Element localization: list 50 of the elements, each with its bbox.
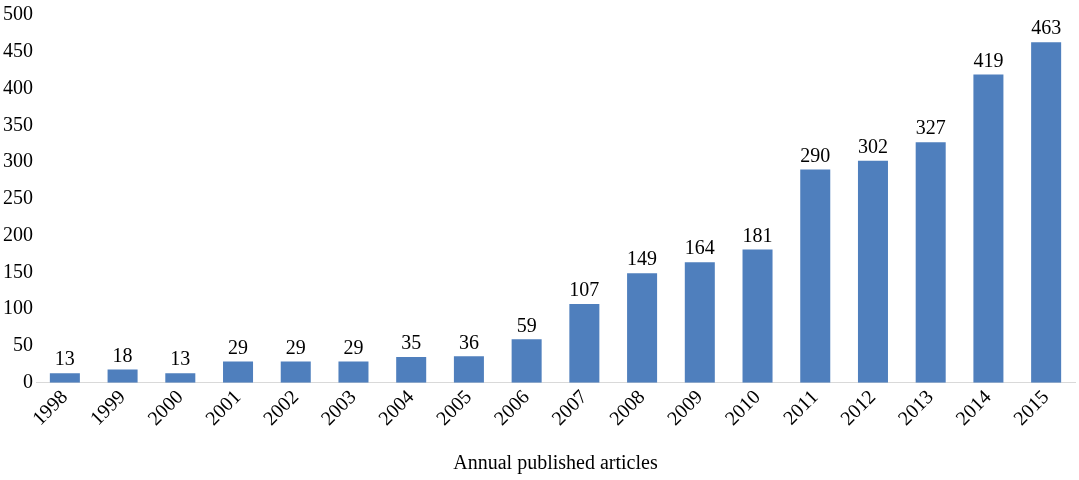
data-label: 29: [343, 335, 364, 358]
y-tick-label: 100: [3, 296, 33, 319]
bar: [223, 361, 254, 383]
data-label: 35: [401, 331, 422, 354]
data-label: 107: [569, 278, 600, 301]
y-tick-label: 300: [3, 149, 33, 172]
data-label: 13: [170, 347, 191, 370]
bar: [165, 373, 196, 383]
data-label: 327: [915, 116, 946, 139]
y-tick-label: 200: [3, 222, 33, 245]
bar: [742, 249, 773, 383]
data-label: 181: [742, 223, 773, 246]
data-label: 36: [458, 330, 479, 353]
x-tick-label: 2011: [778, 385, 822, 429]
bar: [915, 142, 946, 383]
bar: [569, 304, 600, 383]
bar: [49, 373, 80, 383]
bar: [627, 273, 658, 383]
bar: [107, 369, 138, 383]
y-tick-label: 0: [23, 370, 33, 392]
bar: [684, 262, 715, 383]
data-label: 290: [800, 143, 831, 166]
x-tick-label: 1999: [85, 385, 130, 430]
y-tick-label: 350: [3, 112, 33, 135]
x-axis-title: Annual published articles: [453, 451, 658, 475]
bar: [453, 356, 484, 383]
data-label: 463: [1031, 16, 1062, 39]
data-label: 59: [516, 313, 537, 336]
data-label: 419: [973, 48, 1004, 71]
y-tick-label: 150: [3, 259, 33, 282]
data-label: 18: [112, 343, 133, 366]
bar: [280, 361, 311, 383]
bar: [338, 361, 369, 383]
y-tick-label: 50: [13, 333, 33, 356]
y-tick-label: 250: [3, 186, 33, 209]
bar: [1031, 42, 1062, 383]
data-label: 13: [54, 347, 75, 370]
y-tick-label: 400: [3, 75, 33, 98]
bar: [973, 74, 1004, 383]
bar: [857, 160, 888, 383]
bar: [800, 169, 831, 383]
y-tick-label: 500: [3, 2, 33, 25]
data-label: 302: [857, 134, 888, 157]
data-label: 29: [228, 335, 249, 358]
bar: [511, 339, 542, 383]
data-label: 149: [627, 247, 658, 270]
data-label: 29: [285, 335, 306, 358]
data-label: 164: [684, 236, 715, 259]
bar: [396, 357, 427, 383]
y-tick-label: 450: [3, 39, 33, 62]
